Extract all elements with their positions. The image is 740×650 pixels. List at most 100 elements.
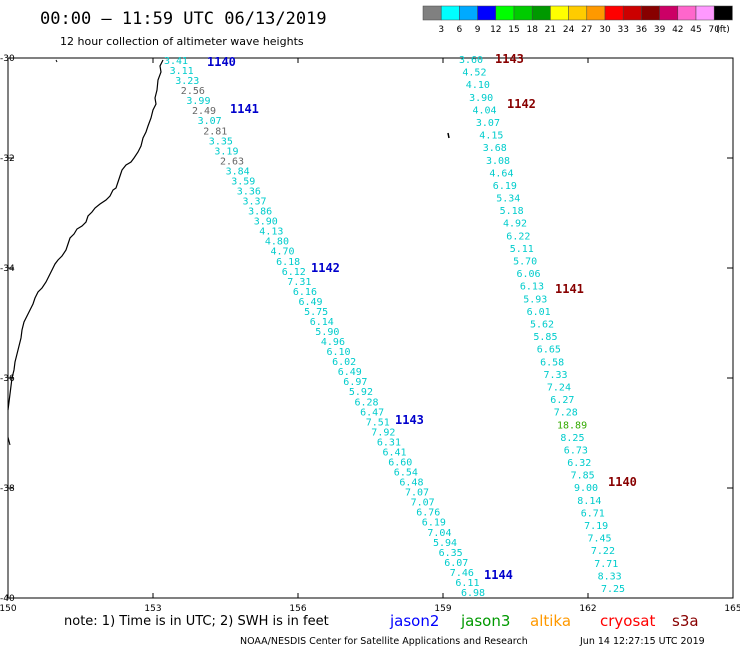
legend-swatch [440,5,460,21]
wave-height-label: 7.33 [544,370,568,381]
pass-number-label: 1143 [395,413,424,427]
wave-height-label: 7.19 [584,521,608,532]
satellite-legend: jason2 jason3 altika cryosat s3a [389,612,699,630]
pass-number-label: 1142 [311,261,340,275]
wave-height-label: 6.18 [276,257,300,268]
wave-height-label: 6.31 [377,437,401,448]
pass-number-label: 1141 [230,102,259,116]
pass-number-label: 1140 [207,55,236,69]
legend-swatch [695,5,715,21]
wave-height-label: 5.62 [530,320,554,331]
wave-height-label: 5.92 [349,387,373,398]
legend-label: 30 [599,25,611,35]
legend-label: 15 [508,25,519,35]
wave-height-label: 5.34 [496,194,520,205]
legend-label: 21 [545,25,556,35]
legend-label: 42 [672,25,683,35]
wave-height-label: 6.48 [399,478,423,489]
lon-tick-label: 162 [579,604,596,614]
legend-swatch [604,5,624,21]
legend-swatch [641,5,660,21]
wave-height-label: 6.73 [564,446,588,457]
wave-height-label: 6.49 [299,297,323,308]
wave-height-label: 5.90 [315,327,339,338]
wave-height-label: 8.33 [598,571,622,582]
wave-height-label: 7.51 [366,417,390,428]
legend-swatch [568,5,588,21]
lon-tick-label: 156 [289,604,306,614]
wave-height-label: 5.85 [533,332,557,343]
wave-height-label: 6.71 [581,508,605,519]
lon-tick-label: 159 [434,604,451,614]
wave-height-label: 7.92 [371,427,395,438]
color-legend: 3 6 9 12 15 18 21 24 27 30 33 36 39 42 45 70(ft) [422,5,733,35]
lon-tick-label: 150 [0,604,17,614]
track-a: 3.413.113.232.563.992.493.072.813.353.19… [164,56,485,599]
pass-number-label: 1143 [495,52,524,66]
legend-swatch [586,5,606,21]
wave-height-label: 6.06 [517,269,541,280]
wave-height-label: 6.41 [383,448,407,459]
map-title: 00:00 – 11:59 UTC 06/13/2019 [40,9,327,29]
legend-swatch [513,5,533,21]
wave-height-label: 2.81 [203,126,227,137]
wave-height-label: 8.14 [577,496,601,507]
wave-height-label: 6.60 [388,458,412,469]
lat-tick-label: -30 [0,54,15,64]
wave-height-label: 3.84 [226,166,250,177]
pass-number-label: 1144 [484,568,513,582]
wave-height-label: 4.10 [466,80,490,91]
wave-height-label: 6.32 [567,458,591,469]
wave-height-label: 6.47 [360,407,384,418]
wave-height-label: 2.63 [220,156,244,167]
wave-height-label: 6.35 [439,548,463,559]
legend-swatch [677,5,697,21]
map-subtitle: 12 hour collection of altimeter wave hei… [60,35,304,48]
wave-height-label: 7.25 [601,584,625,595]
wave-height-label: 3.35 [209,136,233,147]
lat-tick-label: -34 [0,264,15,274]
wave-height-label: 3.99 [186,96,210,107]
satellite-name-jason2: jason2 [389,612,439,630]
wave-height-label: 6.07 [444,558,468,569]
wave-height-label: 7.31 [287,277,311,288]
wave-height-label: 8.25 [560,433,584,444]
coastline-segment [7,436,11,446]
legend-label: 6 [457,25,463,35]
wave-height-label: 6.13 [520,282,544,293]
credit-timestamp: Jun 14 12:27:15 UTC 2019 [579,636,705,647]
wave-height-label: 7.45 [588,534,612,545]
wave-height-label: 7.24 [547,383,571,394]
wave-height-label: 6.98 [461,588,485,599]
wave-height-label: 7.07 [405,488,429,499]
legend-label: 9 [475,25,481,35]
wave-height-label: 5.93 [523,294,547,305]
legend-swatch [422,5,442,21]
legend-swatch [495,5,515,21]
coastline [7,59,164,411]
wave-height-label: 3.07 [198,116,222,127]
wave-height-label: 6.02 [332,357,356,368]
wave-height-label: 6.27 [550,395,574,406]
wave-height-label: 7.46 [450,568,474,579]
satellite-name-jason3: jason3 [460,612,510,630]
legend-swatch [477,5,497,21]
wave-height-label: 9.00 [574,483,598,494]
wave-height-label: 3.37 [243,197,267,208]
coastline-dot [55,59,58,63]
wave-height-label: 6.28 [355,397,379,408]
legend-label: 18 [526,25,538,35]
wave-height-label: 5.11 [510,244,534,255]
wave-height-label: 7.71 [594,559,618,570]
legend-swatch [550,5,569,21]
wave-height-label: 6.12 [282,267,306,278]
wave-height-label: 3.86 [248,207,272,218]
wave-height-label: 4.15 [479,131,503,142]
legend-label: 39 [654,25,666,35]
wave-height-label: 7.04 [427,528,451,539]
wave-height-label: 3.11 [170,66,194,77]
track-b: 3.60 4.524.10 3.904.04 3.07 4.153.68 3.084.64… [459,55,625,595]
wave-height-label: 6.19 [493,181,517,192]
wave-height-label: 3.36 [237,187,261,198]
